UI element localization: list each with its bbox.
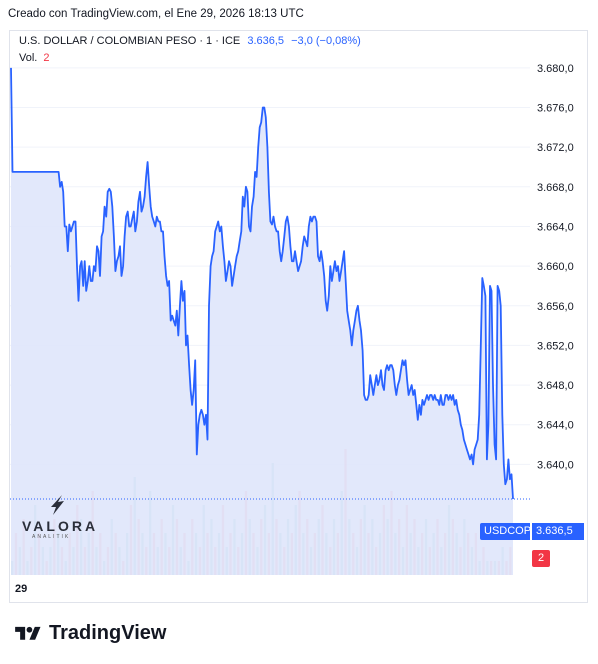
y-tick-label: 3.652,0 <box>537 340 574 352</box>
y-axis-ticks: 3.640,0 3.644,0 3.648,0 3.652,0 3.656,0 3.660… <box>537 63 574 472</box>
volume-tag: 2 <box>532 550 550 567</box>
chart-caption: Creado con TradingView.com, el Ene 29, 2… <box>8 8 304 20</box>
y-tick-label: 3.656,0 <box>537 301 574 313</box>
y-tick-label: 3.668,0 <box>537 182 574 194</box>
symbol-price: 3.636,5 <box>247 35 285 47</box>
y-tick-label: 3.648,0 <box>537 380 574 392</box>
volume-value: 2 <box>43 52 50 64</box>
tradingview-logo-text: TradingView <box>49 622 167 644</box>
price-tag: 3.636,5 <box>532 523 584 540</box>
price-line <box>10 67 514 500</box>
y-tick-label: 3.676,0 <box>537 103 574 115</box>
valora-logo-mark <box>51 495 64 515</box>
symbol-name: U.S. DOLLAR / COLOMBIAN PESO · 1 · ICE <box>19 35 241 47</box>
symbol-legend: U.S. DOLLAR / COLOMBIAN PESO · 1 · ICE 3… <box>19 35 361 47</box>
y-tick-label: 3.644,0 <box>537 420 574 432</box>
y-tick-label: 3.640,0 <box>537 459 574 471</box>
y-tick-label: 3.660,0 <box>537 261 574 273</box>
volume-label: Vol. <box>19 52 38 64</box>
y-tick-label: 3.664,0 <box>537 221 574 233</box>
valora-logo-sub: ANALITIK <box>32 534 71 540</box>
symbol-tag: USDCOP <box>480 523 531 540</box>
valora-logo: VALORA ANALITIK <box>20 494 100 542</box>
tradingview-logo-icon <box>15 626 41 640</box>
tradingview-footer[interactable]: TradingView <box>11 622 166 645</box>
y-tick-label: 3.680,0 <box>537 63 574 75</box>
valora-logo-word: VALORA <box>22 518 99 534</box>
symbol-change: −3,0 (−0,08%) <box>291 35 361 47</box>
price-area-fill <box>11 67 513 576</box>
x-tick-label: 29 <box>15 583 28 595</box>
volume-legend: Vol. 2 <box>19 52 49 64</box>
y-tick-label: 3.672,0 <box>537 142 574 154</box>
